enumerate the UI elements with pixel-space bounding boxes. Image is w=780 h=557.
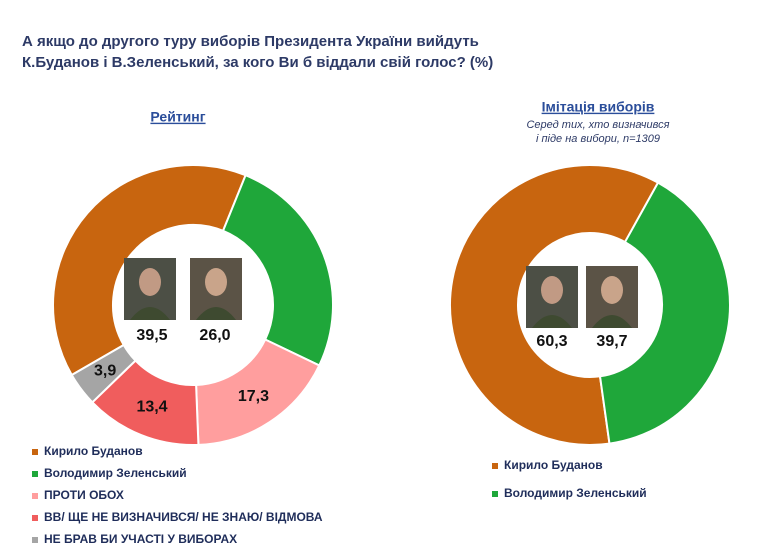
donut-segment xyxy=(221,173,334,367)
value-label: 60,3 xyxy=(536,333,567,350)
photo-body xyxy=(592,315,632,328)
page-title: А якщо до другого туру виборів Президент… xyxy=(22,33,479,50)
legend-label: Кирило Буданов xyxy=(44,444,143,458)
legend-label: Кирило Буданов xyxy=(504,458,603,472)
photo-face xyxy=(205,268,227,296)
value-label: 13,4 xyxy=(136,398,167,415)
legend-swatch xyxy=(32,537,38,543)
photo-face xyxy=(139,268,161,296)
donut-segment xyxy=(70,343,137,404)
legend-label: Володимир Зеленський xyxy=(44,466,187,480)
page-title: К.Буданов і В.Зеленський, за кого Ви б в… xyxy=(22,54,493,71)
chart-title: Імітація виборів xyxy=(542,99,655,115)
chart-subtitle: і піде на вибори, n=1309 xyxy=(536,133,660,145)
donut-segment xyxy=(449,164,660,446)
photo-face xyxy=(601,276,623,304)
legend-swatch xyxy=(492,463,498,469)
legend-swatch xyxy=(32,493,38,499)
chart-subtitle: Серед тих, хто визначився xyxy=(526,119,669,131)
legend-label: НЕ БРАВ БИ УЧАСТІ У ВИБОРАХ xyxy=(44,532,237,546)
legend-swatch xyxy=(32,515,38,521)
legend-label: ПРОТИ ОБОХ xyxy=(44,488,124,502)
value-label: 26,0 xyxy=(199,327,230,344)
photo-body xyxy=(196,307,236,320)
photo-body xyxy=(532,315,572,328)
donut-segment xyxy=(52,164,247,377)
legend-label: ВВ/ ЩЕ НЕ ВИЗНАЧИВСЯ/ НЕ ЗНАЮ/ ВІДМОВА xyxy=(44,510,323,524)
chart-title: Рейтинг xyxy=(150,109,205,125)
legend-swatch xyxy=(492,491,498,497)
legend-swatch xyxy=(32,471,38,477)
photo-face xyxy=(541,276,563,304)
value-label: 39,7 xyxy=(596,333,627,350)
value-label: 17,3 xyxy=(238,388,269,405)
photo-body xyxy=(130,307,170,320)
legend-swatch xyxy=(32,449,38,455)
donut-segment xyxy=(598,181,731,445)
value-label: 39,5 xyxy=(136,327,167,344)
value-label: 3,9 xyxy=(94,362,116,379)
legend-label: Володимир Зеленський xyxy=(504,486,647,500)
